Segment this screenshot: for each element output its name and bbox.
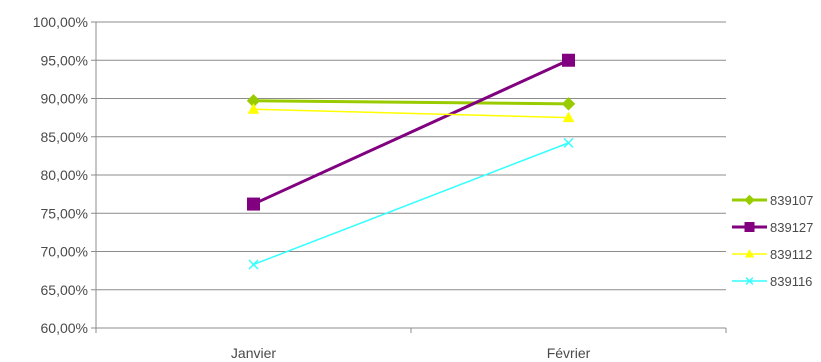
legend-label: 839112 (770, 247, 812, 262)
y-tick-label: 80,00% (41, 167, 88, 183)
legend-label: 839127 (770, 220, 813, 235)
series-line (253, 142, 569, 266)
y-tick-label: 60,00% (41, 320, 88, 336)
y-tick-label: 70,00% (41, 244, 88, 260)
y-tick-label: 75,00% (41, 205, 88, 221)
gridlines (96, 21, 726, 291)
marker-x (248, 259, 259, 270)
y-tick-label: 100,00% (33, 14, 88, 30)
series-839116 (248, 137, 574, 270)
series-group (246, 53, 576, 270)
marker-x (563, 137, 574, 148)
y-tick-label: 95,00% (41, 52, 88, 68)
series-line (253, 108, 569, 119)
series-839127 (247, 53, 575, 211)
series-839107 (246, 94, 576, 111)
marker-triangle (562, 111, 575, 123)
legend-item: 839127 (732, 220, 813, 235)
series-839112 (247, 103, 575, 123)
x-tick-label: Février (547, 345, 591, 361)
y-tick-label: 90,00% (41, 91, 88, 107)
marker-diamond (744, 194, 755, 206)
legend-item: 839116 (732, 274, 812, 289)
legend-item: 839107 (732, 193, 813, 208)
x-tick-label: Janvier (231, 345, 276, 361)
y-tick-label: 65,00% (41, 282, 88, 298)
marker-diamond (561, 97, 576, 111)
legend-label: 839116 (770, 274, 812, 289)
legend: 839107 839127 839112 839116 (732, 193, 813, 289)
x-tick-labels: Janvier Février (95, 328, 727, 361)
marker-square (247, 197, 260, 211)
marker-square (744, 222, 755, 232)
legend-label: 839107 (770, 193, 813, 208)
y-tick-label: 85,00% (41, 129, 88, 145)
marker-x (745, 277, 754, 285)
marker-triangle (744, 249, 755, 258)
series-line (253, 99, 569, 106)
marker-triangle (247, 103, 260, 114)
y-tick-labels: 60,00% 65,00% 70,00% 75,00% 80,00% 85,00% 90,0… (33, 14, 96, 336)
legend-item: 839112 (732, 247, 812, 262)
marker-square (562, 53, 575, 67)
series-line (252, 58, 570, 206)
